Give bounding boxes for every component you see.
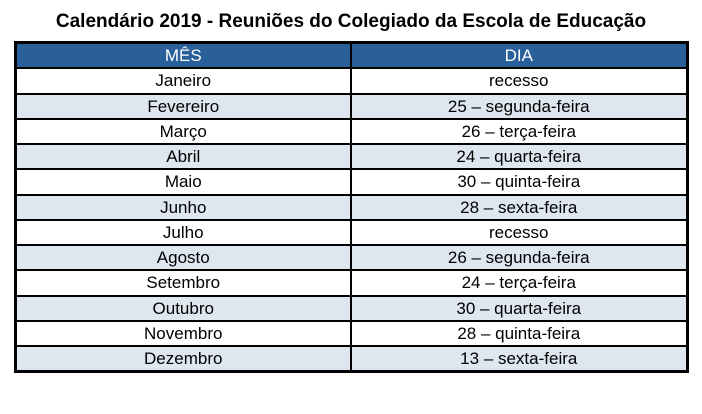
table-row: Julho recesso	[14, 218, 688, 247]
table-row: Setembro 24 – terça-feira	[14, 269, 688, 297]
document-page: Calendário 2019 - Reuniões do Colegiado …	[13, 11, 689, 374]
month-cell: Maio	[14, 168, 352, 196]
month-cell: Abril	[14, 142, 352, 171]
table-row: Novembro 28 – quinta-feira	[14, 319, 688, 348]
day-cell: 24 – terça-feira	[350, 269, 688, 297]
month-cell: Outubro	[14, 294, 352, 322]
day-cell: 28 – quinta-feira	[350, 319, 688, 348]
column-header-mes: MÊS	[14, 41, 352, 70]
day-cell: 24 – quarta-feira	[350, 142, 688, 171]
month-cell: Janeiro	[14, 67, 352, 95]
column-header-dia: DIA	[350, 41, 688, 70]
table-row: Abril 24 – quarta-feira	[14, 142, 688, 171]
day-cell: 30 – quarta-feira	[350, 294, 688, 322]
day-cell: recesso	[350, 218, 688, 247]
table-row: Agosto 26 – segunda-feira	[14, 243, 688, 272]
month-cell: Novembro	[14, 319, 352, 348]
table-row: Março 26 – terça-feira	[14, 117, 688, 146]
table-body: Janeiro recesso Fevereiro 25 – segunda-feir…	[14, 67, 688, 373]
table-row: Dezembro 13 – sexta-feira	[14, 345, 688, 373]
day-cell: 26 – segunda-feira	[350, 243, 688, 272]
day-cell: recesso	[350, 67, 688, 95]
calendar-table: MÊS DIA Janeiro recesso Fevereiro 25 – segu…	[13, 41, 689, 374]
table-row: Maio 30 – quinta-feira	[14, 168, 688, 196]
table-row: Outubro 30 – quarta-feira	[14, 294, 688, 322]
day-cell: 30 – quinta-feira	[350, 168, 688, 196]
day-cell: 25 – segunda-feira	[350, 92, 688, 120]
month-cell: Junho	[14, 193, 352, 221]
month-cell: Julho	[14, 218, 352, 247]
table-header-row: MÊS DIA	[14, 41, 688, 70]
page-title: Calendário 2019 - Reuniões do Colegiado …	[55, 11, 647, 32]
table-row: Janeiro recesso	[14, 67, 688, 95]
month-cell: Setembro	[14, 269, 352, 297]
day-cell: 13 – sexta-feira	[350, 345, 688, 373]
month-cell: Março	[14, 117, 352, 146]
month-cell: Dezembro	[14, 345, 352, 373]
table-row: Fevereiro 25 – segunda-feira	[14, 92, 688, 120]
table-row: Junho 28 – sexta-feira	[14, 193, 688, 221]
month-cell: Fevereiro	[14, 92, 352, 120]
month-cell: Agosto	[14, 243, 352, 272]
day-cell: 28 – sexta-feira	[350, 193, 688, 221]
day-cell: 26 – terça-feira	[350, 117, 688, 146]
